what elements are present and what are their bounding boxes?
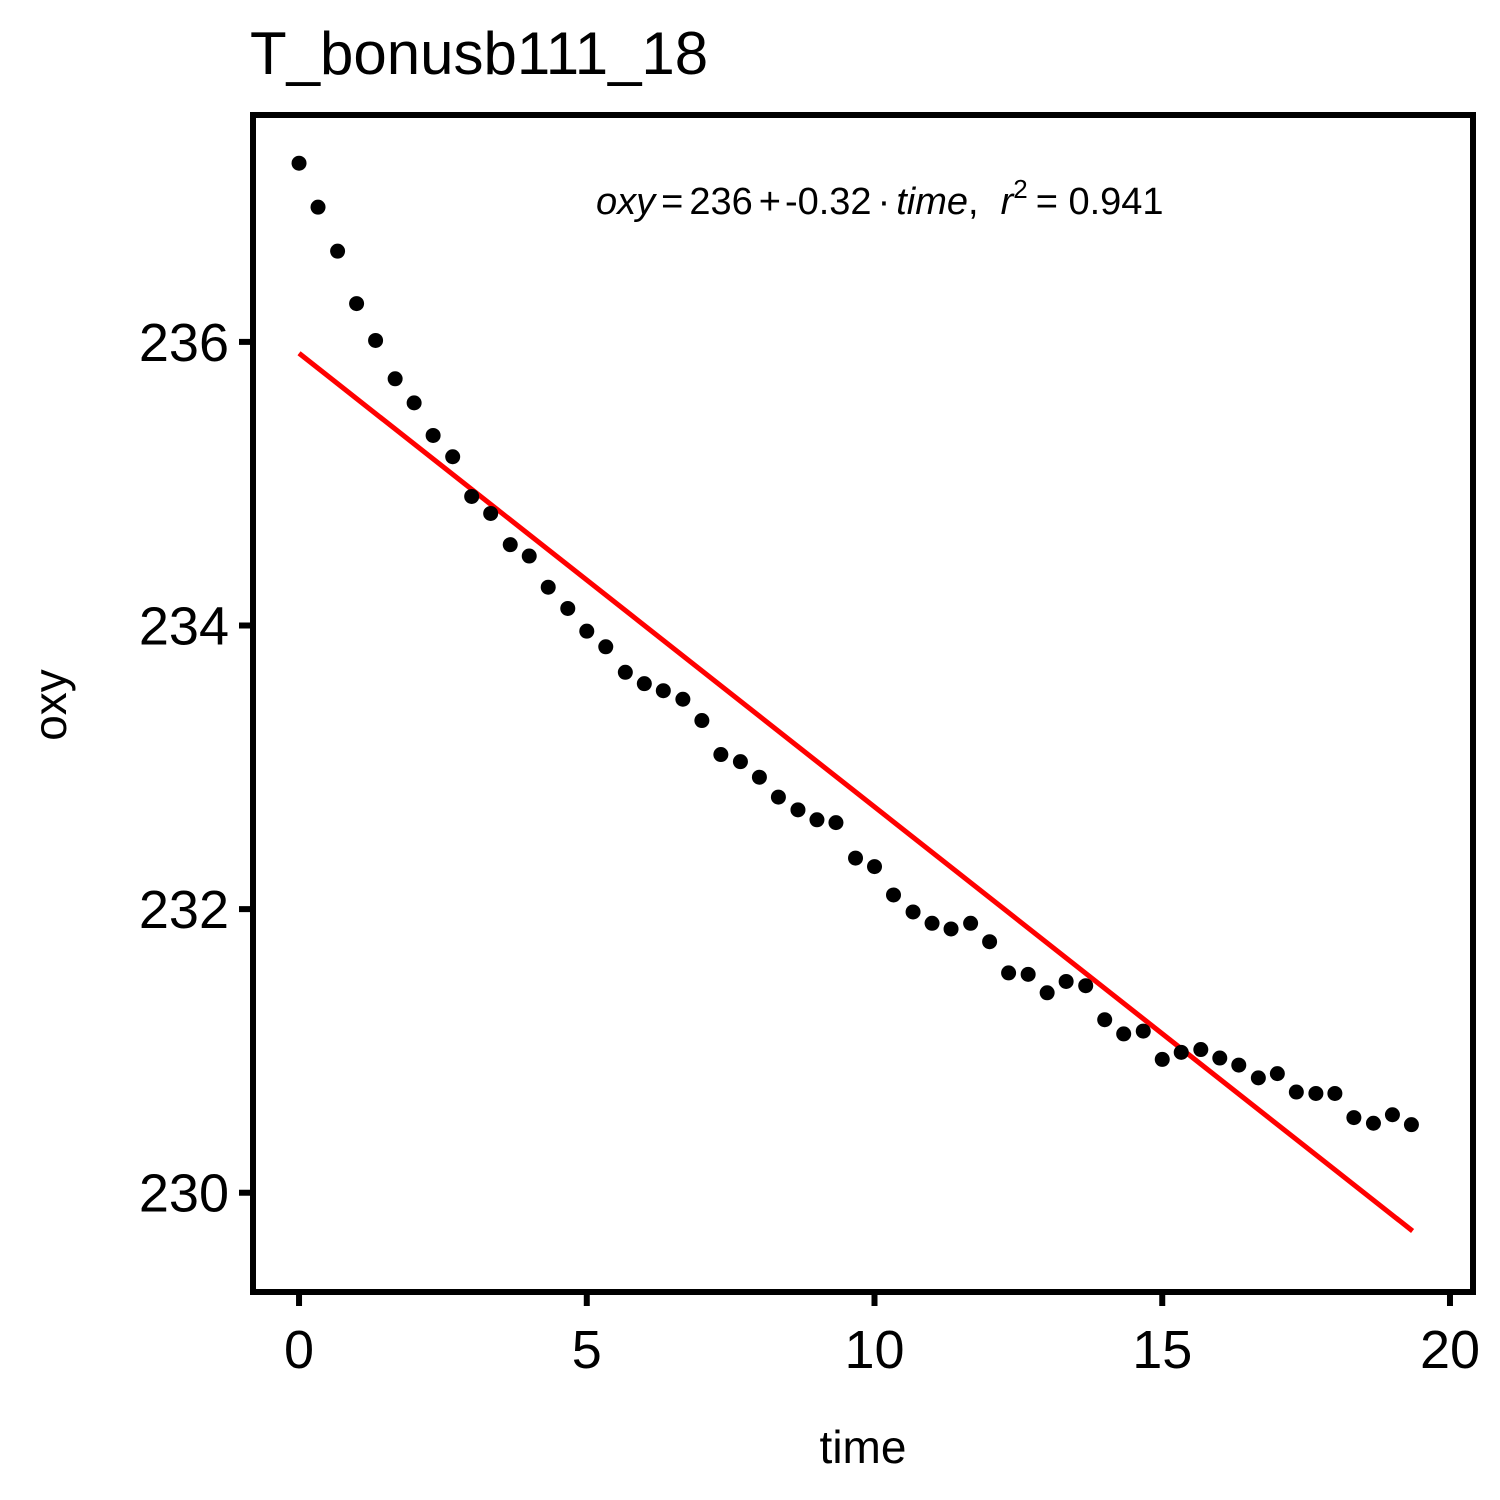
data-point: [540, 579, 556, 595]
eq-r-exponent: 2: [1013, 174, 1027, 204]
data-point: [1154, 1051, 1170, 1067]
data-point: [1135, 1023, 1151, 1039]
x-tick-label: 15: [1132, 1320, 1192, 1380]
data-point: [1058, 973, 1074, 989]
regression-line: [297, 351, 1415, 1233]
y-tick-label: 232: [139, 880, 229, 940]
eq-intercept: 236: [689, 181, 752, 223]
x-tick-label: 0: [284, 1320, 314, 1380]
eq-slope: -0.32: [785, 181, 872, 223]
data-point: [694, 713, 710, 729]
data-point: [598, 639, 614, 655]
data-point: [464, 488, 480, 504]
data-point: [828, 815, 844, 831]
y-axis: 230 232 234 236: [139, 313, 253, 1224]
data-point: [579, 623, 595, 639]
data-point: [560, 600, 576, 616]
data-point: [1039, 985, 1055, 1001]
data-point: [1097, 1012, 1113, 1028]
data-point: [655, 683, 671, 699]
x-tick-label: 10: [844, 1320, 904, 1380]
x-axis-title: time: [820, 1421, 907, 1473]
data-point: [368, 332, 384, 348]
eq-equals: =: [661, 181, 683, 223]
data-point: [886, 887, 901, 903]
data-point: [1078, 978, 1094, 994]
eq-r-label: r: [1001, 181, 1015, 223]
data-point: [636, 676, 652, 692]
eq-comma: ,: [968, 181, 979, 223]
eq-r-value: = 0.941: [1036, 181, 1164, 223]
points-layer: [291, 155, 1419, 1133]
data-point: [1193, 1042, 1209, 1058]
data-point: [387, 371, 403, 387]
data-point: [291, 155, 307, 171]
data-point: [770, 789, 786, 805]
data-point: [521, 548, 537, 564]
data-point: [905, 904, 921, 920]
x-tick-label: 5: [572, 1320, 602, 1380]
eq-dot: ·: [878, 181, 891, 223]
x-tick-label: 20: [1420, 1320, 1480, 1380]
x-axis: 0 5 10 15 20: [284, 1292, 1480, 1380]
data-point: [732, 754, 748, 770]
data-point: [1269, 1066, 1285, 1082]
data-point: [1116, 1026, 1132, 1042]
data-point: [1308, 1085, 1324, 1101]
data-point: [349, 296, 365, 312]
data-point: [330, 243, 346, 259]
data-point: [790, 802, 806, 818]
plot-panel: [250, 112, 1476, 1295]
y-tick-label: 236: [139, 313, 229, 373]
data-point: [1384, 1107, 1400, 1123]
data-point: [713, 747, 729, 763]
data-point: [1173, 1044, 1189, 1060]
y-tick-label: 230: [139, 1164, 229, 1224]
data-point: [751, 769, 767, 785]
data-point: [1212, 1050, 1228, 1066]
data-point: [1250, 1070, 1266, 1086]
data-point: [867, 859, 883, 875]
data-point: [943, 921, 959, 937]
eq-lhs: oxy: [596, 181, 657, 223]
data-point: [675, 691, 691, 707]
eq-plus: +: [759, 181, 781, 223]
data-point: [963, 915, 979, 931]
data-point: [1365, 1115, 1381, 1131]
data-point: [617, 664, 633, 680]
data-point: [445, 449, 461, 465]
data-point: [1403, 1117, 1419, 1133]
data-point: [483, 505, 499, 521]
y-axis-title: oxy: [24, 669, 76, 741]
data-point: [924, 915, 940, 931]
equation-annotation: oxy = 236 + -0.32 · time, r2 = 0.941: [596, 174, 1164, 223]
chart-title: T_bonusb111_18: [250, 20, 708, 87]
fit-line-layer: [297, 351, 1415, 1233]
data-point: [848, 850, 864, 866]
eq-var: time: [896, 181, 968, 223]
y-tick-label: 234: [139, 597, 229, 657]
data-point: [425, 427, 441, 443]
data-point: [1001, 965, 1017, 981]
data-point: [1288, 1084, 1304, 1100]
data-point: [1231, 1057, 1247, 1073]
data-point: [1020, 966, 1036, 982]
data-point: [310, 199, 326, 215]
data-point: [502, 537, 518, 553]
data-point: [1346, 1110, 1362, 1126]
data-point: [809, 812, 825, 828]
data-point: [406, 395, 422, 411]
data-point: [982, 934, 998, 950]
data-point: [1327, 1085, 1343, 1101]
